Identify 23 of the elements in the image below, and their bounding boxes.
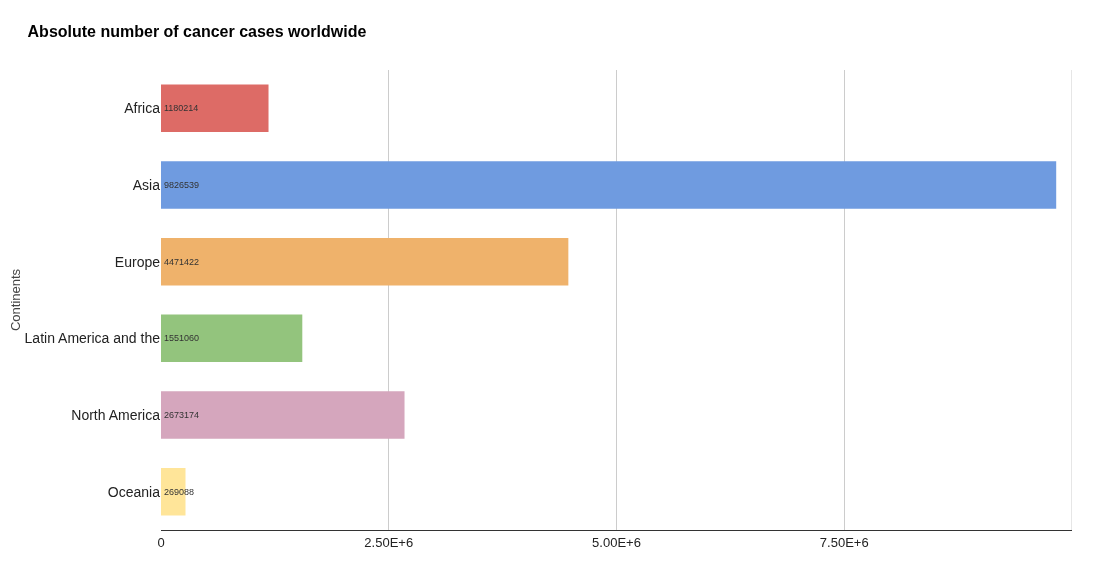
data-label: 1551060 [164,333,200,344]
bar [161,161,1057,209]
y-tick-label: North America [71,406,161,423]
y-tick-label: Europe [114,253,161,270]
data-label: 269088 [164,486,195,497]
bar [161,237,569,286]
y-tick-label: Latin America and the [24,330,161,347]
data-label: 1180214 [164,103,199,114]
x-tick-label: 5.00E+6 [592,534,641,550]
y-tick-label: Oceania [107,483,161,500]
y-axis-title: Continents [7,268,23,332]
chart-title: Absolute number of cancer cases worldwide [27,23,367,41]
x-tick-label: 0 [157,534,165,550]
y-tick-label: Africa [124,100,161,117]
data-label: 2673174 [164,410,200,420]
data-label: 4471422 [164,256,200,267]
bar [161,391,405,439]
x-tick-label: 7.50E+6 [819,534,869,550]
y-tick-label: Asia [132,176,161,193]
bar [161,314,303,363]
bar [161,84,269,133]
x-tick-label: 2.50E+6 [364,534,414,550]
data-label: 9826539 [164,180,200,190]
